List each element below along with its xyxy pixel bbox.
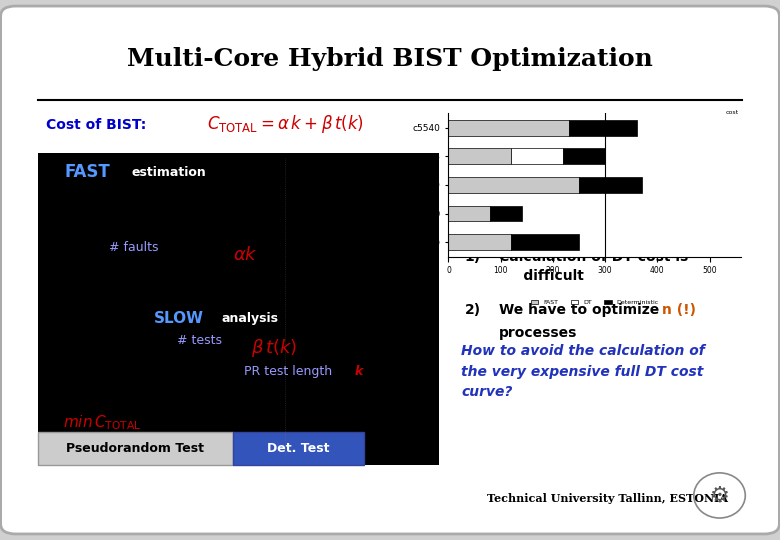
Text: n (!): n (!) <box>661 303 696 317</box>
Bar <box>511 148 563 164</box>
Text: processes: processes <box>498 326 577 340</box>
Bar <box>491 206 522 221</box>
Bar <box>569 120 636 136</box>
Text: cost: cost <box>725 110 739 114</box>
Text: $C_{\mathrm{TOTAL}} = \alpha\, k + \beta\, t(k)$: $C_{\mathrm{TOTAL}} = \alpha\, k + \beta… <box>207 113 363 136</box>
FancyBboxPatch shape <box>232 433 363 465</box>
Bar <box>448 177 579 193</box>
Legend: FAST, DT, Deterministic: FAST, DT, Deterministic <box>528 297 661 308</box>
Text: estimation: estimation <box>132 166 207 179</box>
Bar <box>579 177 642 193</box>
FancyBboxPatch shape <box>38 153 438 465</box>
Text: k: k <box>355 365 363 378</box>
Bar <box>448 120 569 136</box>
Text: $min\, C_{\mathrm{TOTAL}}$: $min\, C_{\mathrm{TOTAL}}$ <box>62 413 141 431</box>
Bar <box>448 234 511 250</box>
Text: PR test length: PR test length <box>244 365 336 378</box>
Text: 2): 2) <box>465 303 481 317</box>
Bar <box>511 234 579 250</box>
Text: # faults: # faults <box>109 241 158 254</box>
Bar <box>448 206 491 221</box>
Bar <box>563 148 605 164</box>
Text: Calculation of DT cost is
     difficult: Calculation of DT cost is difficult <box>498 249 688 283</box>
FancyBboxPatch shape <box>1 6 779 534</box>
Text: analysis: analysis <box>222 312 278 325</box>
Text: 1): 1) <box>465 249 481 264</box>
Text: Det. Test: Det. Test <box>268 442 330 455</box>
Text: $\beta\, t(k)$: $\beta\, t(k)$ <box>251 336 298 359</box>
FancyBboxPatch shape <box>38 433 232 465</box>
Text: SLOW: SLOW <box>154 310 204 326</box>
Bar <box>448 148 511 164</box>
Text: We have to optimize: We have to optimize <box>498 303 664 317</box>
Text: Technical University Tallinn, ESTONIA: Technical University Tallinn, ESTONIA <box>488 493 729 504</box>
Text: Cost of BIST:: Cost of BIST: <box>45 118 155 132</box>
Text: How to avoid the calculation of
the very expensive full DT cost
curve?: How to avoid the calculation of the very… <box>461 344 705 399</box>
Text: Pseudorandom Test: Pseudorandom Test <box>66 442 204 455</box>
Text: $\alpha k$: $\alpha k$ <box>232 246 257 264</box>
Text: Two problems:: Two problems: <box>465 207 590 221</box>
Text: # tests: # tests <box>176 334 222 347</box>
Text: FAST: FAST <box>64 163 110 181</box>
Text: ⚙: ⚙ <box>710 485 729 505</box>
Text: Multi-Core Hybrid BIST Optimization: Multi-Core Hybrid BIST Optimization <box>127 48 653 71</box>
